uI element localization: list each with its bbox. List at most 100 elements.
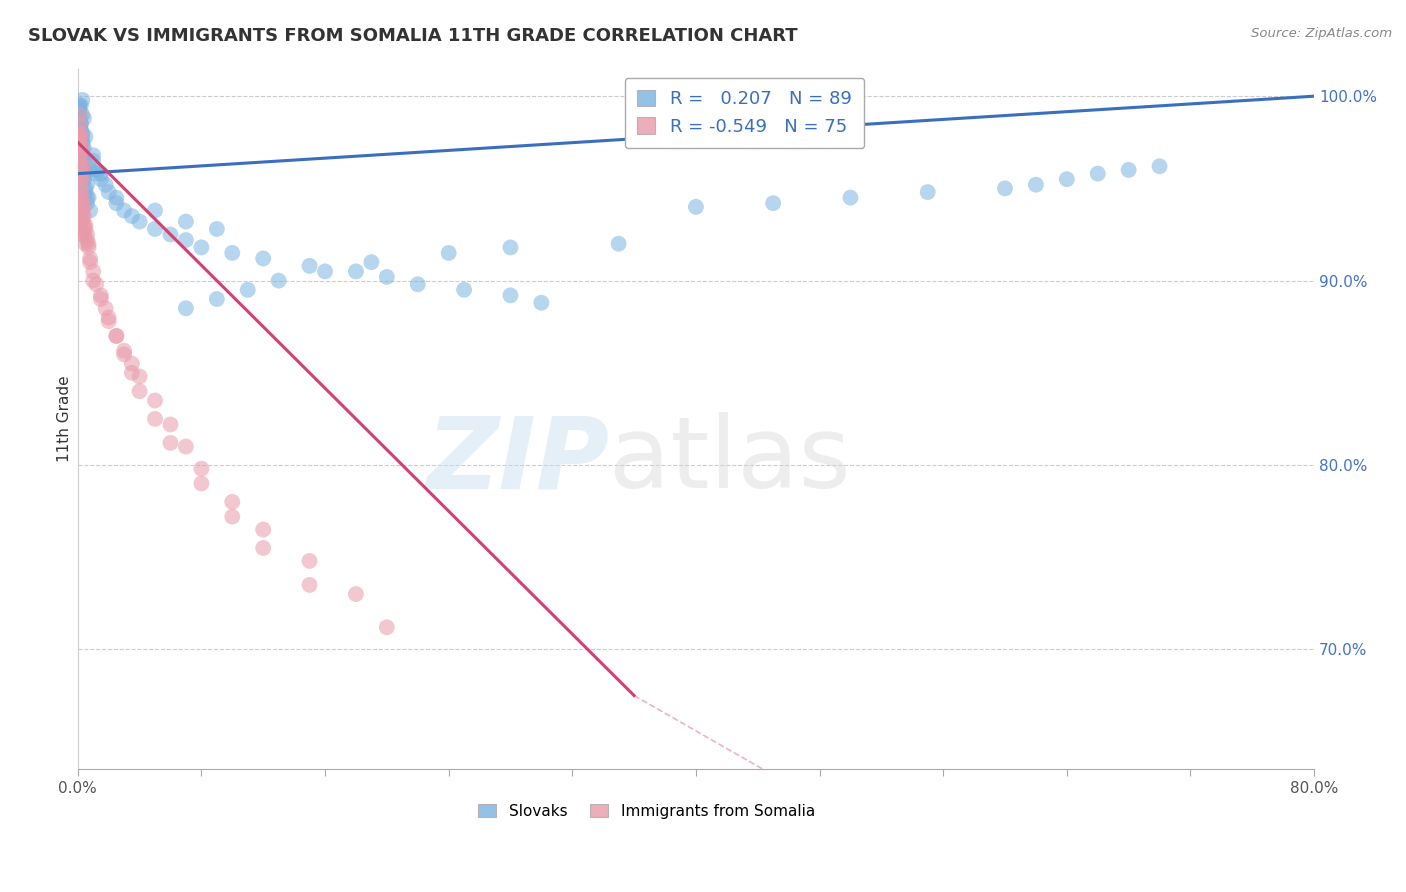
Point (1025, 178, 1047, 192)
Point (69, 163, 91, 178)
Point (67, 100, 90, 114)
Point (75, 236, 97, 251)
Point (76, 233, 98, 247)
Point (143, 203, 166, 218)
Point (298, 259, 321, 273)
Point (917, 185, 939, 199)
Point (94, 301, 117, 316)
Point (75, 181, 97, 195)
Point (84, 167, 107, 181)
Point (77, 236, 100, 251)
Point (159, 227, 181, 242)
Point (72, 203, 94, 218)
Point (97, 185, 120, 199)
Point (72, 108, 94, 122)
Y-axis label: 11th Grade: 11th Grade (58, 376, 72, 462)
Point (762, 196, 785, 211)
Point (69, 172, 91, 186)
Point (73, 227, 96, 242)
Point (73, 200, 96, 214)
Point (344, 587, 367, 601)
Point (406, 277, 429, 292)
Point (75, 163, 97, 178)
Point (121, 357, 143, 371)
Point (607, 236, 630, 251)
Point (69, 148, 91, 162)
Point (298, 554, 321, 568)
Point (994, 181, 1017, 195)
Point (73, 172, 96, 186)
Point (252, 541, 274, 555)
Point (67, 129, 90, 144)
Point (190, 240, 212, 254)
Point (112, 347, 135, 361)
Point (72, 222, 94, 236)
Text: Source: ZipAtlas.com: Source: ZipAtlas.com (1251, 27, 1392, 40)
Point (69, 148, 91, 162)
Point (69, 167, 91, 181)
Point (174, 233, 197, 247)
Point (105, 191, 128, 205)
Point (82, 153, 104, 168)
Point (75, 219, 97, 233)
Point (69, 145, 91, 159)
Point (72, 191, 94, 205)
Point (221, 509, 243, 524)
Point (82, 264, 104, 278)
Point (76, 196, 98, 211)
Point (67, 98, 90, 112)
Text: atlas: atlas (609, 412, 851, 509)
Point (375, 269, 398, 284)
Point (73, 167, 96, 181)
Point (121, 209, 143, 223)
Point (72, 126, 94, 140)
Point (143, 222, 166, 236)
Point (69, 194, 91, 209)
Point (75, 222, 97, 236)
Point (72, 196, 94, 211)
Point (79, 163, 101, 178)
Point (73, 209, 96, 223)
Legend: Slovaks, Immigrants from Somalia: Slovaks, Immigrants from Somalia (472, 797, 821, 825)
Point (90, 292, 112, 306)
Point (205, 292, 228, 306)
Point (267, 274, 290, 288)
Point (72, 153, 94, 168)
Point (105, 329, 128, 343)
Point (121, 366, 143, 380)
Point (97, 310, 120, 325)
Point (75, 129, 97, 144)
Point (69, 136, 91, 150)
Point (67, 108, 90, 122)
Point (67, 126, 90, 140)
Text: ZIP: ZIP (426, 412, 609, 509)
Point (174, 214, 197, 228)
Point (72, 159, 94, 173)
Point (77, 191, 100, 205)
Point (221, 246, 243, 260)
Point (67, 103, 90, 118)
Point (499, 240, 522, 254)
Point (72, 163, 94, 178)
Point (73, 167, 96, 181)
Point (72, 214, 94, 228)
Point (69, 159, 91, 173)
Point (82, 148, 104, 162)
Point (67, 136, 90, 150)
Point (72, 93, 94, 107)
Point (174, 301, 197, 316)
Point (159, 436, 181, 450)
Point (75, 185, 97, 199)
Point (67, 122, 90, 136)
Point (69, 181, 91, 195)
Point (69, 98, 91, 112)
Point (67, 108, 90, 122)
Point (128, 369, 150, 384)
Point (67, 141, 90, 155)
Point (344, 264, 367, 278)
Point (252, 523, 274, 537)
Point (73, 219, 96, 233)
Point (205, 222, 228, 236)
Point (314, 264, 336, 278)
Point (69, 129, 91, 144)
